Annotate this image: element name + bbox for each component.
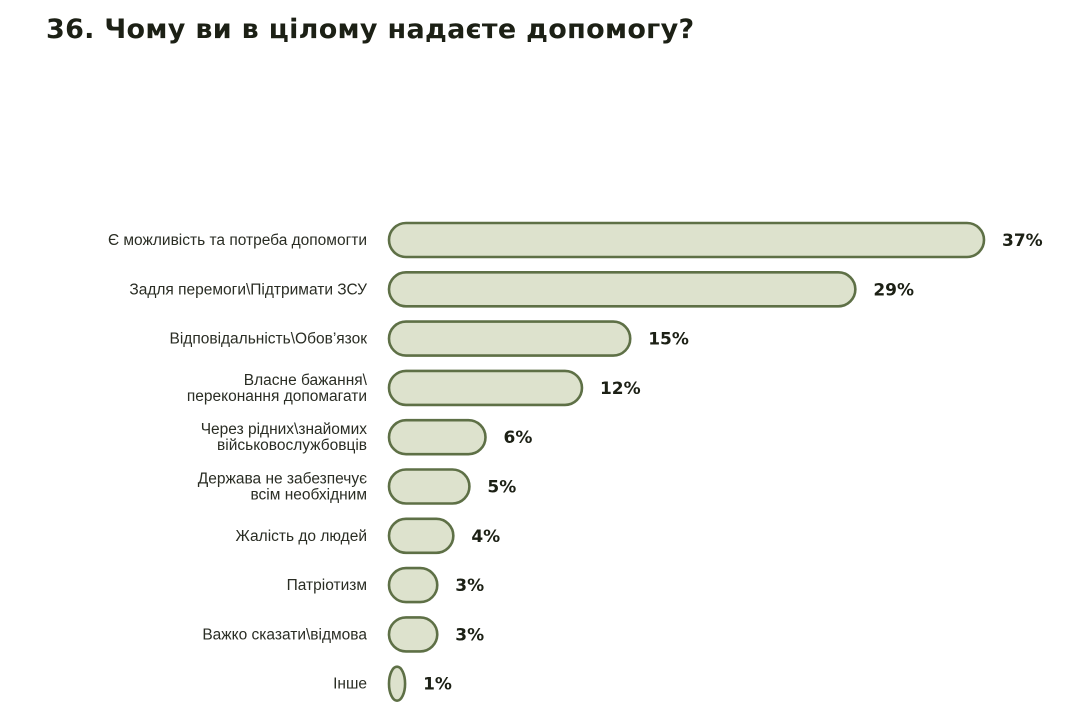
value-label-9: 3% [455,625,484,645]
value-label-1: 37% [1002,231,1043,251]
category-label-8: Патріотизм [287,577,367,594]
value-label-6: 5% [487,478,516,498]
category-label-2: Задля перемоги\Підтримати ЗСУ [129,281,367,298]
value-label-7: 4% [471,527,500,547]
category-label-4: Власне бажання\ переконання допомагати [187,372,368,405]
bar-1 [387,221,986,259]
bar-8 [387,566,439,604]
value-label-3: 15% [648,330,689,350]
bar-2 [387,270,857,308]
bar-6 [387,468,471,505]
category-label-5: Через рідних\знайомих військовослужбовців [201,421,368,454]
value-label-8: 3% [455,576,484,596]
bar-7 [387,517,455,555]
value-label-4: 12% [600,379,641,399]
category-label-6: Держава не забезпечує всім необхідним [198,471,367,504]
value-label-5: 6% [503,428,532,448]
bar-9 [387,616,439,653]
chart-title: 36. Чому ви в цілому надаєте допомогу? [46,14,695,45]
bar-3 [387,320,632,357]
bar-10 [387,665,407,703]
value-label-2: 29% [873,280,914,300]
value-label-10: 1% [423,675,452,695]
bar-4 [387,369,584,407]
category-label-7: Жалість до людей [236,528,367,545]
category-label-1: Є можливість та потреба допомогти [108,232,367,249]
category-label-3: Відповідальність\Обов’язок [170,331,368,348]
bar-5 [387,418,487,456]
category-label-10: Інше [333,676,367,693]
category-label-9: Важко сказати\відмова [202,626,367,643]
